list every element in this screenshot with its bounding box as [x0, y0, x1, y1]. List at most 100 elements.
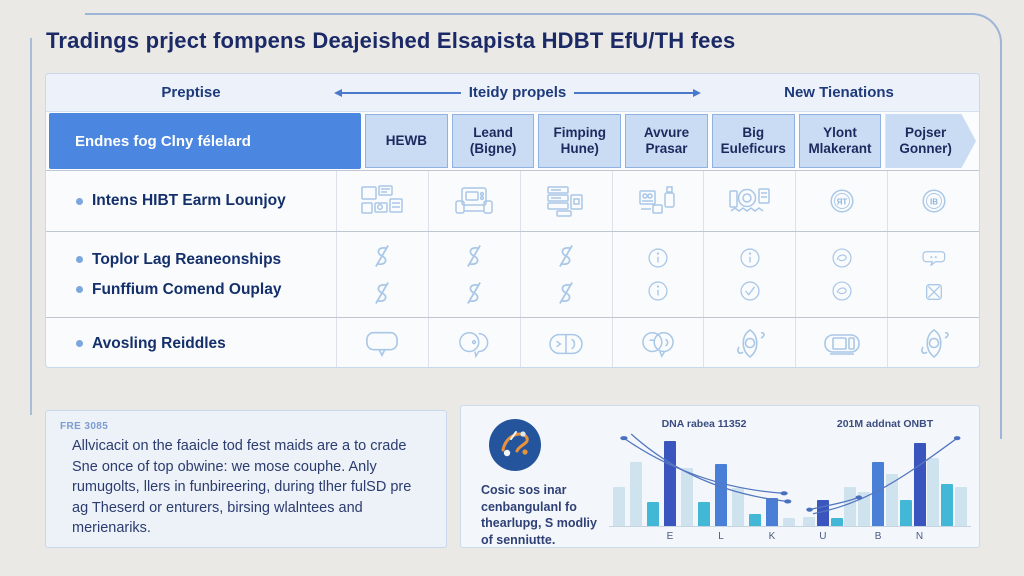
chart-x-label	[927, 531, 939, 542]
device-cluster-icon	[359, 183, 405, 219]
page-title: Tradings prject fompens Deajeished Elsap…	[46, 28, 736, 53]
insight-caption: Cosic sos inar cenbangulanl fo thearlupg…	[481, 483, 597, 547]
column-header-6: Ylont Mlakerant	[798, 114, 882, 168]
matrix-cell	[427, 171, 520, 231]
double-circle-chat-icon	[639, 328, 677, 360]
chart-bars	[613, 432, 795, 526]
chart-x-label	[681, 531, 693, 542]
chart-bar	[844, 486, 857, 526]
chart-group-1: DNA rabea 11352 E L K	[609, 414, 799, 542]
note-panel: FRE 3085 Allvicacit on the faaicle tod f…	[45, 410, 447, 548]
decorative-frame-line	[85, 13, 1002, 439]
chart-baseline	[799, 526, 971, 527]
leaf-swirl-icon	[916, 327, 952, 361]
matrix-cell	[887, 318, 979, 367]
band-right-label: New Tienations	[784, 84, 894, 101]
row-label-cell: Toplor Lag Reaneonships Funffium Comend O…	[46, 232, 336, 317]
chart-x-label	[900, 531, 912, 542]
matrix-cell	[611, 318, 704, 367]
chart-bar	[830, 517, 843, 526]
chart-x-label: B	[874, 531, 882, 542]
s-slash-icon	[460, 241, 488, 271]
chart-x-label	[803, 531, 815, 542]
chart-bar	[613, 486, 625, 526]
column-header-1: HEWB	[365, 114, 448, 168]
row-label: Intens HIBT Earm Lounjoy	[76, 192, 336, 210]
column-header-2: Leand (Bigne)	[451, 114, 535, 168]
machine-icon	[636, 183, 680, 219]
chart-annotation: 201M addnat ONBT	[836, 418, 934, 430]
chart-x-label	[886, 531, 898, 542]
row-label-cell: Intens HIBT Earm Lounjoy	[46, 171, 336, 231]
matrix-cell	[519, 232, 612, 317]
chart-x-label	[749, 531, 761, 542]
chat-dots-icon	[920, 244, 948, 272]
chart-bar	[885, 474, 898, 526]
chart-x-label	[698, 531, 710, 542]
chart-baseline	[609, 526, 799, 527]
chart-x-label: N	[915, 531, 924, 542]
leaf-swirl-icon	[732, 327, 768, 361]
badge-rt-icon: ЯT	[827, 186, 857, 216]
matrix-cell	[519, 318, 612, 367]
chart-x-label: L	[718, 531, 724, 542]
chart-bar	[630, 462, 642, 526]
chart-x-label	[941, 531, 953, 542]
matrix-top-band: Preptise Iteidy propels New Tienations	[46, 74, 979, 112]
row-cells	[336, 318, 979, 367]
info-circle-icon	[645, 245, 671, 271]
row-label-text: Intens HIBT Earm Lounjoy	[92, 192, 286, 209]
trend-chart: DNA rabea 11352 E L K 201M addnat ONBT U B N	[609, 414, 971, 542]
column-header-4: Avvure Prasar	[625, 114, 708, 168]
band-center-label: Iteidy propels	[468, 84, 567, 101]
split-pill-icon	[547, 328, 585, 360]
chart-bar	[913, 443, 926, 526]
decorative-left-line	[30, 38, 32, 415]
matrix-cell	[887, 232, 979, 317]
insight-panel: Cosic sos inar cenbangulanl fo thearlupg…	[460, 405, 980, 548]
note-text: Allvicacit on the faaicle tod fest maids…	[72, 438, 412, 537]
column-header-3: Fimping Hune)	[538, 114, 622, 168]
matrix-column-headers: Endnes fog Clny félelard HEWB Leand (Bign…	[46, 112, 979, 170]
s-slash-icon	[368, 278, 396, 308]
info-circle-icon	[645, 278, 671, 304]
chart-x-label	[844, 531, 856, 542]
matrix-row-3: Avosling Reiddles	[46, 317, 979, 367]
row-label-cell: Avosling Reiddles	[46, 318, 336, 367]
chart-group-2: 201M addnat ONBT U B N	[799, 414, 971, 542]
row-cells: ЯT IB	[336, 171, 979, 231]
bullet-icon	[76, 256, 83, 263]
chart-x-label	[955, 531, 967, 542]
chart-annotation: DNA rabea 11352	[661, 418, 747, 430]
chart-bar	[954, 486, 967, 526]
chart-x-label	[858, 531, 870, 542]
chart-x-label: K	[768, 531, 776, 542]
s-slash-icon	[552, 278, 580, 308]
chart-bar	[647, 501, 659, 526]
row-label-text: Funffium Comend Ouplay	[92, 280, 282, 298]
badge-ib-icon: IB	[919, 186, 949, 216]
row-cells	[336, 232, 979, 317]
scribble-circle-icon	[829, 278, 855, 304]
chart-x-label	[647, 531, 659, 542]
chart-bars	[803, 432, 967, 526]
chart-bar	[816, 499, 829, 526]
s-slash-icon	[368, 241, 396, 271]
chart-x-label	[732, 531, 744, 542]
chat-bubble-icon	[363, 328, 401, 360]
row-label-text: Toplor Lag Reaneonships	[92, 250, 282, 268]
row-label: Funffium Comend Ouplay	[76, 281, 336, 299]
chart-x-label	[630, 531, 642, 542]
column-header-5: Big Euleficurs	[711, 114, 795, 168]
chart-x-label: U	[819, 531, 827, 542]
chart-x-label	[783, 531, 795, 542]
band-left-label: Preptise	[161, 84, 221, 101]
camera-docs-icon	[727, 183, 773, 219]
chart-bar	[858, 492, 871, 526]
chart-x-label	[831, 531, 843, 542]
s-slash-icon	[552, 241, 580, 271]
chart-bar	[715, 463, 727, 526]
arrow-right-icon	[574, 88, 701, 97]
